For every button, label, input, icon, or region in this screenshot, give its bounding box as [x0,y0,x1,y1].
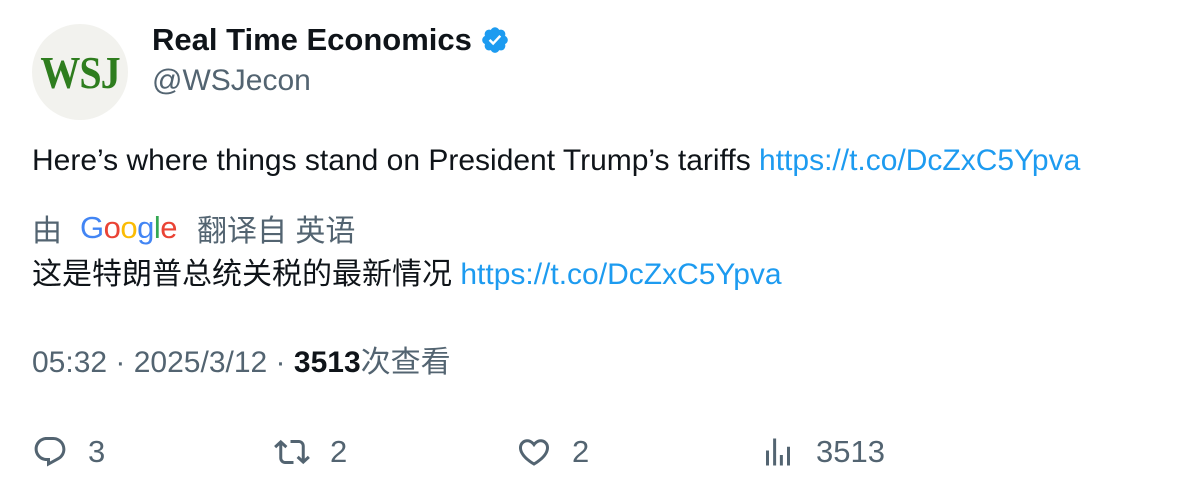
like-count: 2 [572,434,590,469]
tweet-action-bar: 3 2 2 3513 [32,430,1172,474]
tweet-time[interactable]: 05:32 [32,346,108,379]
views-action-count: 3513 [816,434,885,469]
translated-body-text: 这是特朗普总统关税的最新情况 [32,258,461,291]
retweet-count: 2 [330,434,348,469]
tweet-meta: 05:32 · 2025/3/12 · 3513次查看 [32,344,451,382]
translation-attribution: 由 Google 翻译自 英语 [32,208,355,248]
reply-button[interactable]: 3 [32,430,105,474]
views-button[interactable]: 3513 [760,430,885,474]
heart-icon [518,439,550,466]
meta-separator: · [107,346,134,379]
tweet-link[interactable]: https://t.co/DcZxC5Ypva [759,144,1081,177]
verified-badge-icon [480,25,510,55]
author-handle[interactable]: @WSJecon [152,64,311,97]
google-logo: Google [80,210,178,245]
author-display-name[interactable]: Real Time Economics [152,22,510,58]
views-suffix: 次查看 [360,346,451,379]
analytics-icon [766,438,790,466]
retweet-button[interactable]: 2 [274,430,347,474]
reply-count: 3 [88,434,106,469]
retweet-icon [274,439,310,465]
reply-icon [34,437,66,467]
translated-tweet-text: 这是特朗普总统关税的最新情况 https://t.co/DcZxC5Ypva [32,256,782,294]
translation-prefix: 由 [32,215,62,248]
author-avatar[interactable]: WSJ [32,24,128,120]
like-button[interactable]: 2 [516,430,589,474]
tweet-body-text: Here’s where things stand on President T… [32,144,760,177]
views-count: 3513 [293,346,361,379]
translated-tweet-link[interactable]: https://t.co/DcZxC5Ypva [460,258,782,291]
meta-separator: · [267,346,294,379]
display-name-text: Real Time Economics [152,22,472,57]
avatar-logo-text: WSJ [40,46,120,98]
translated-from-label[interactable]: 翻译自 英语 [197,215,356,248]
tweet-date[interactable]: 2025/3/12 [133,346,268,379]
tweet-text: Here’s where things stand on President T… [32,142,1080,180]
